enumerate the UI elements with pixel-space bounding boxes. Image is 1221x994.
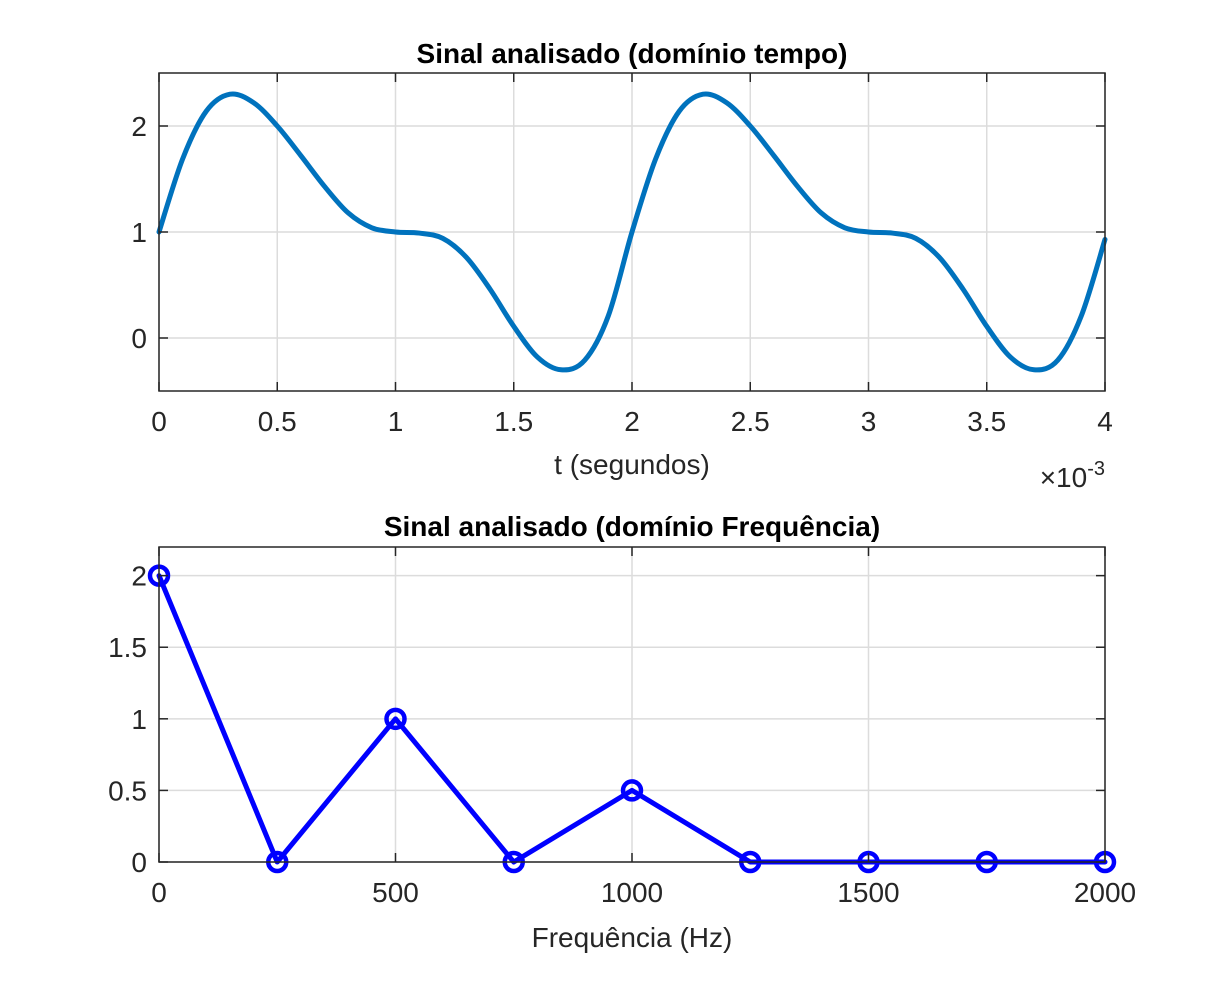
frequency-ytick-label-1: 0.5 — [108, 775, 147, 806]
frequency-plot-title: Sinal analisado (domínio Frequência) — [384, 511, 880, 542]
frequency-xtick-label-3: 1500 — [837, 877, 899, 908]
time-x-exponent: ×10-3 — [1040, 458, 1105, 493]
time-ytick-label-2: 2 — [131, 111, 147, 142]
frequency-xtick-label-2: 1000 — [601, 877, 663, 908]
time-xtick-label-3: 1.5 — [494, 406, 533, 437]
frequency-xtick-label-0: 0 — [151, 877, 167, 908]
frequency-data-point-2 — [384, 707, 407, 731]
frequency-x-axis-label: Frequência (Hz) — [532, 922, 733, 953]
frequency-ticks: 0 500 1000 1500 2000 0 0.5 1 1.5 2 — [108, 547, 1136, 908]
time-ytick-label-1: 1 — [131, 217, 147, 248]
time-xtick-label-8: 4 — [1097, 406, 1113, 437]
frequency-ytick-label-2: 1 — [131, 704, 147, 735]
time-xtick-label-5: 2.5 — [731, 406, 770, 437]
time-signal-line — [156, 91, 1108, 373]
time-xtick-label-1: 0.5 — [258, 406, 297, 437]
exponent-power: -3 — [1087, 458, 1105, 480]
time-xtick-label-6: 3 — [861, 406, 877, 437]
time-xtick-label-0: 0 — [151, 406, 167, 437]
exponent-base: ×10 — [1040, 462, 1088, 493]
time-xtick-label-2: 1 — [388, 406, 404, 437]
time-x-axis-label: t (segundos) — [554, 449, 710, 480]
frequency-domain-plot: 0 500 1000 1500 2000 0 0.5 1 1.5 2 Sinal analisad… — [108, 511, 1136, 953]
frequency-ytick-label-0: 0 — [131, 847, 147, 878]
time-domain-plot: 0 0.5 1 1.5 2 2.5 3 3.5 4 0 1 2 Sinal analisado (do… — [131, 38, 1112, 493]
frequency-ytick-label-3: 1.5 — [108, 632, 147, 663]
frequency-xtick-label-1: 500 — [372, 877, 419, 908]
time-ticks: 0 0.5 1 1.5 2 2.5 3 3.5 4 0 1 2 — [131, 73, 1113, 437]
frequency-ytick-label-4: 2 — [131, 561, 147, 592]
time-xtick-label-4: 2 — [624, 406, 640, 437]
frequency-data-point-4 — [620, 779, 644, 802]
time-plot-title: Sinal analisado (domínio tempo) — [417, 38, 848, 69]
frequency-xtick-label-4: 2000 — [1074, 877, 1136, 908]
time-ytick-label-0: 0 — [131, 323, 147, 354]
time-xtick-label-7: 3.5 — [967, 406, 1006, 437]
